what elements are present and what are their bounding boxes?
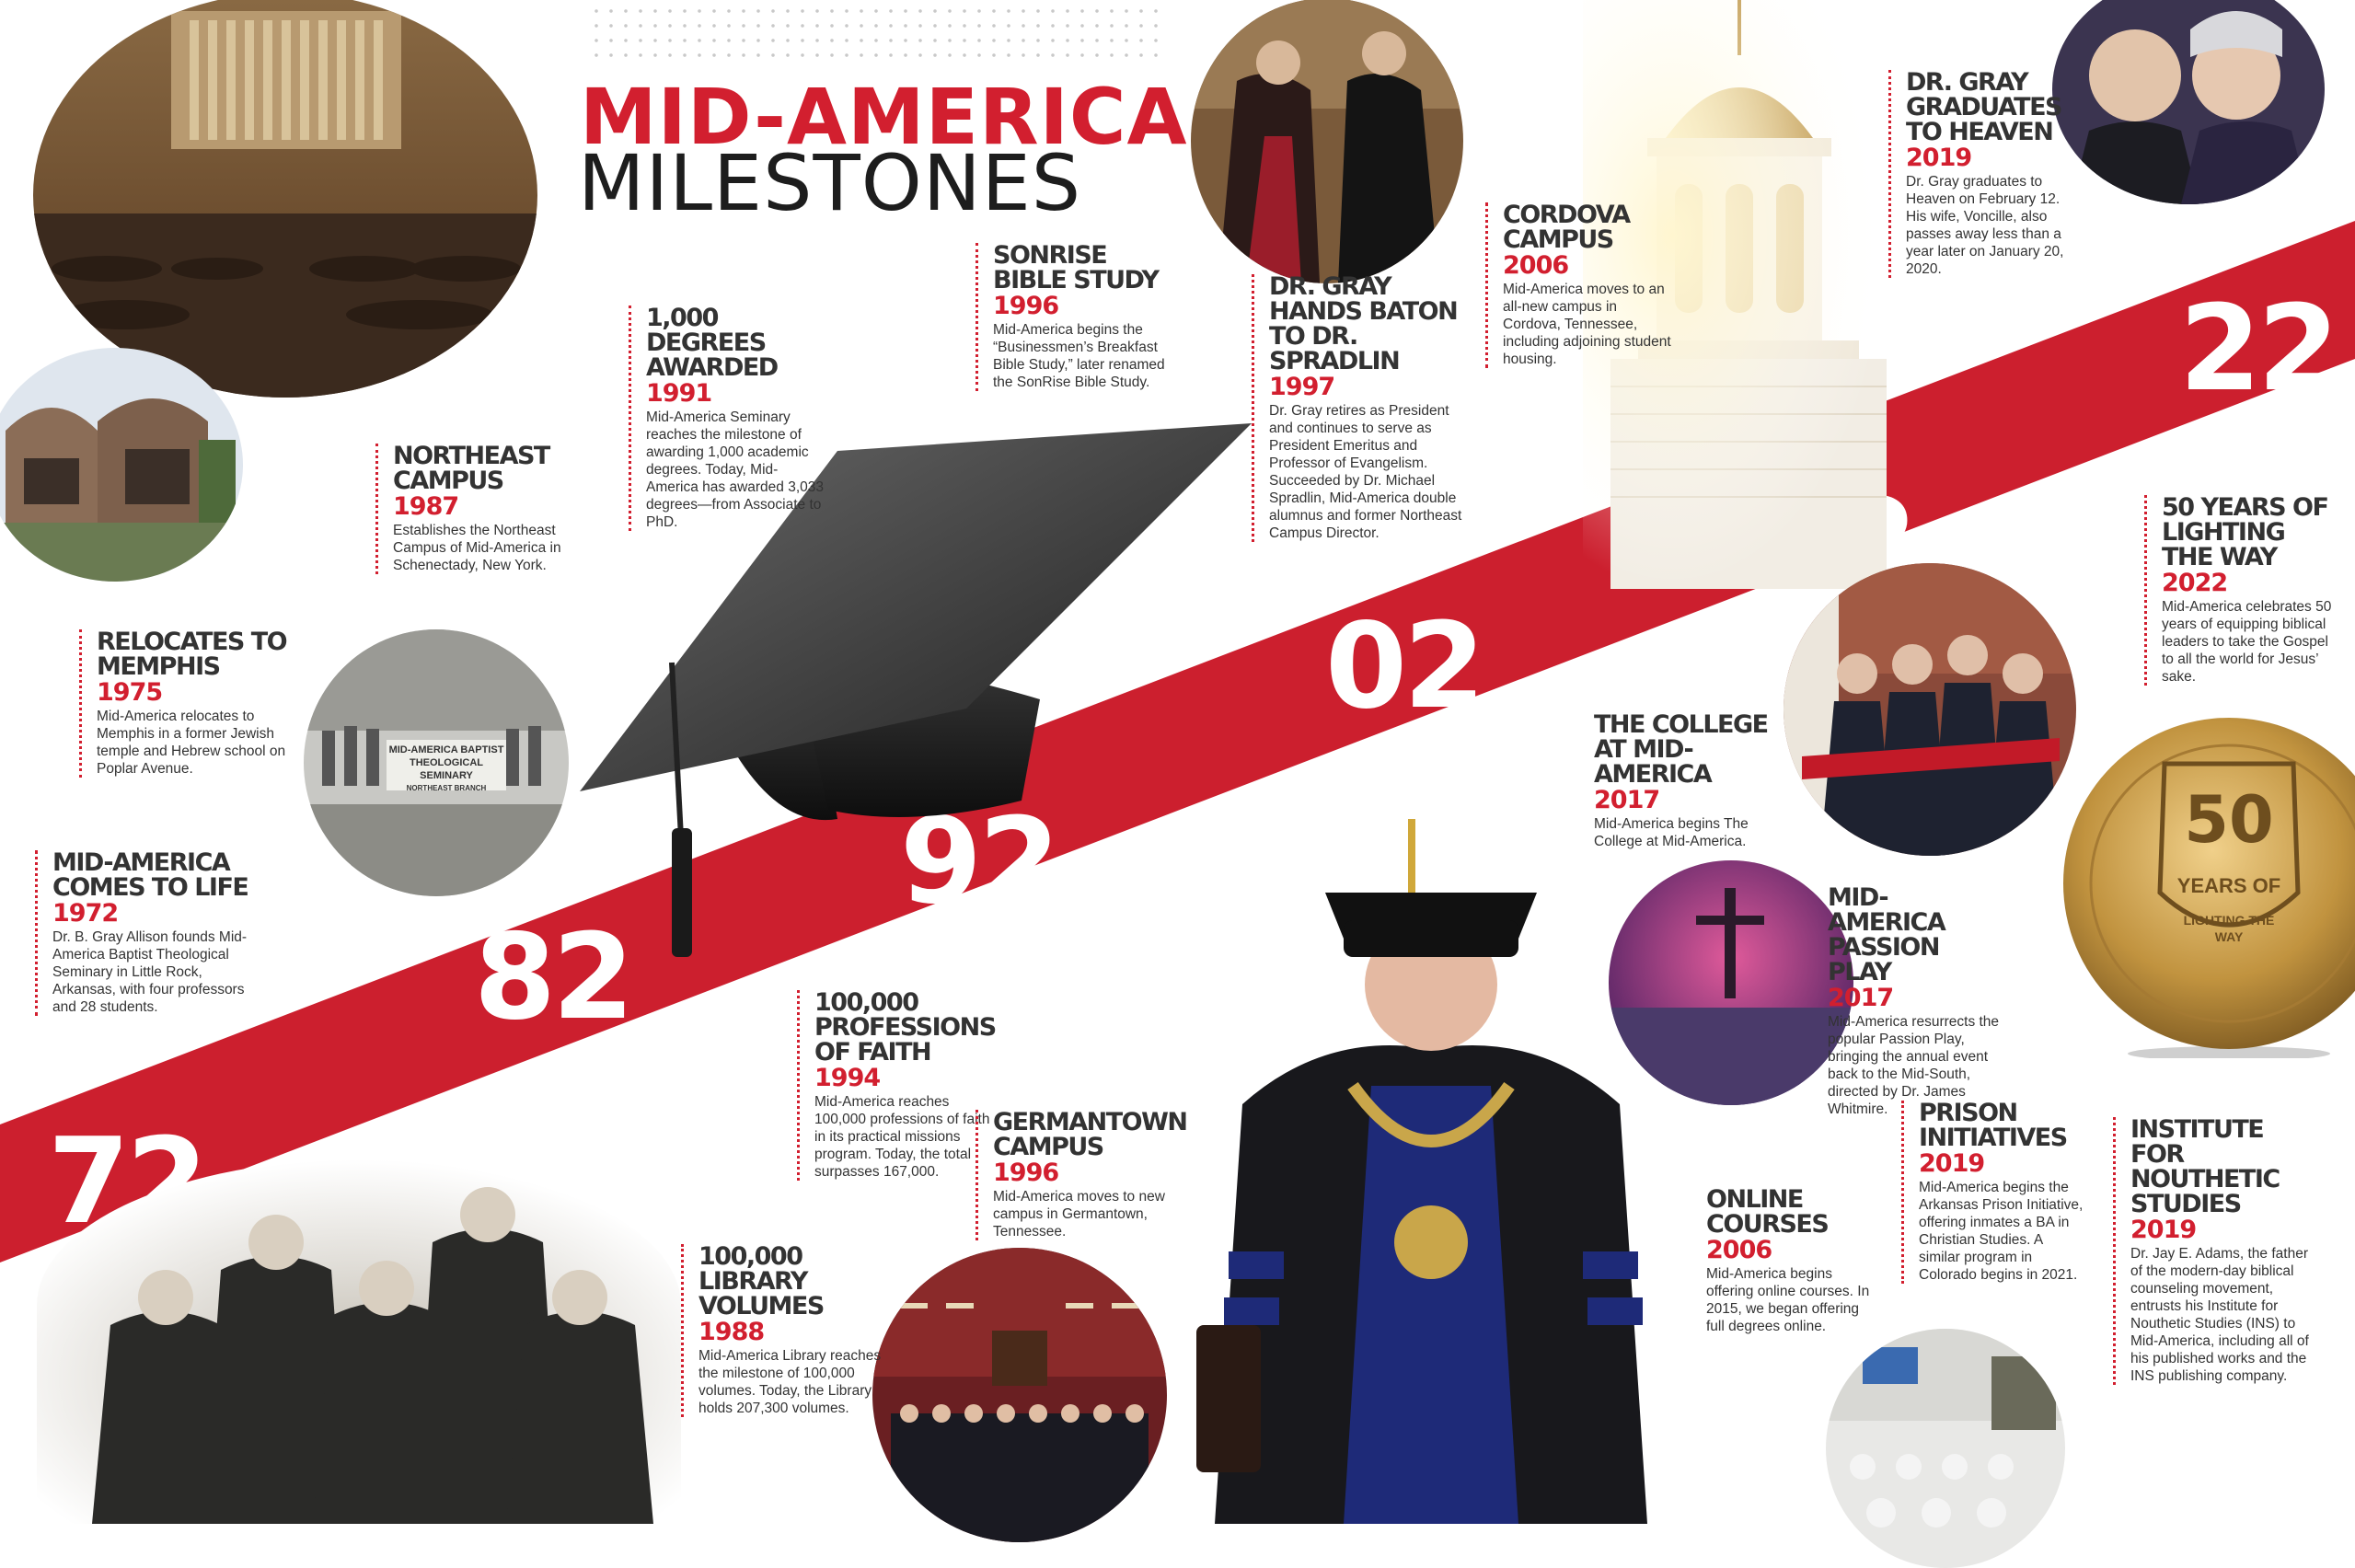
ribbon-year-82: 82 [474, 909, 634, 1046]
milestone-text: Dr. B. Gray Allison founds Mid-America B… [52, 929, 248, 1015]
sign-line1: MID-AMERICA BAPTIST [388, 744, 504, 755]
milestone-text: Dr. Gray retires as President and contin… [1269, 403, 1462, 541]
germantown-chapel-photo [872, 1248, 1167, 1542]
milestone-year: 1997 [1269, 373, 1335, 401]
milestone-text: Mid-America begins The College at Mid-Am… [1594, 816, 1749, 849]
milestone-heading: 100,000 PROFESSIONS OF FAITH [814, 988, 997, 1066]
prison-classroom-photo [1826, 1329, 2065, 1568]
title-dot-pattern [589, 4, 1160, 66]
milestone-text: Mid-America begins offering online cours… [1706, 1266, 1870, 1334]
milestone-heading: THE COLLEGE AT MID-AMERICA [1594, 710, 1769, 789]
milestone-2006-cordova: CORDOVA CAMPUS 2006 Mid-America moves to… [1485, 202, 1678, 368]
milestone-heading: 1,000 DEGREES AWARDED [646, 304, 779, 382]
milestone-text: Mid-America relocates to Memphis in a fo… [97, 709, 286, 777]
medal-line3: WAY [2214, 929, 2244, 944]
milestone-text: Mid-America moves to an all-new campus i… [1503, 282, 1671, 367]
ribbon-year-22: 22 [2179, 281, 2339, 418]
milestone-text: Dr. Gray graduates to Heaven on February… [1906, 174, 2064, 277]
milestone-text: Mid-America celebrates 50 years of equip… [2162, 599, 2332, 685]
milestone-heading: NORTHEAST CAMPUS [393, 442, 550, 495]
milestone-year: 1972 [52, 899, 119, 928]
milestone-text: Mid-America Seminary reaches the milesto… [646, 409, 825, 530]
milestone-heading: MID-AMERICA COMES TO LIFE [52, 848, 249, 902]
milestone-year: 2022 [2162, 569, 2228, 597]
ribbon-year-02: 02 [1325, 598, 1485, 735]
milestone-heading: 100,000 LIBRARY VOLUMES [698, 1242, 825, 1320]
milestone-heading: DR. GRAY GRADUATES TO HEAVEN [1906, 68, 2062, 146]
milestone-heading: INSTITUTE FOR NOUTHETIC STUDIES [2130, 1115, 2280, 1218]
milestone-1987: NORTHEAST CAMPUS 1987 Establishes the No… [375, 444, 577, 574]
milestone-year: 2019 [1919, 1149, 1985, 1178]
milestone-year: 1996 [993, 292, 1059, 320]
milestone-year: 1987 [393, 492, 459, 521]
milestone-heading: DR. GRAY HANDS BATON TO DR. SPRADLIN [1269, 272, 1459, 375]
milestone-year: 1994 [814, 1064, 881, 1092]
milestone-1994: 100,000 PROFESSIONS OF FAITH 1994 Mid-Am… [797, 990, 999, 1181]
milestone-heading: GERMANTOWN CAMPUS [993, 1108, 1188, 1161]
milestone-2017-college: THE COLLEGE AT MID-AMERICA 2017 Mid-Amer… [1594, 712, 1787, 850]
ribbon-cutting-photo [1784, 563, 2076, 856]
milestone-2019-prison: PRISON INITIATIVES 2019 Mid-America begi… [1901, 1101, 2084, 1284]
milestone-text: Mid-America reaches 100,000 professions … [814, 1094, 990, 1180]
milestone-1997: DR. GRAY HANDS BATON TO DR. SPRADLIN 199… [1252, 274, 1473, 542]
milestone-1988: 100,000 LIBRARY VOLUMES 1988 Mid-America… [681, 1244, 901, 1417]
president-regalia-photo [1187, 810, 1675, 1524]
milestone-text: Mid-America begins the Arkansas Prison I… [1919, 1180, 2084, 1283]
cupola-tower-photo [1583, 0, 1942, 589]
milestone-year: 2006 [1706, 1236, 1772, 1264]
milestone-heading: CORDOVA CAMPUS [1503, 201, 1631, 254]
milestone-heading: ONLINE COURSES [1706, 1185, 1830, 1239]
milestone-text: Mid-America moves to new campus in Germa… [993, 1189, 1165, 1239]
passion-play-photo [1609, 860, 1853, 1105]
milestone-1991: 1,000 DEGREES AWARDED 1991 Mid-America S… [629, 306, 830, 531]
graduation-cap-icon [580, 405, 1261, 975]
northeast-sign-photo: MID-AMERICA BAPTIST THEOLOGICAL SEMINARY… [304, 629, 569, 896]
milestone-text: Dr. Jay E. Adams, the father of the mode… [2130, 1246, 2309, 1384]
milestone-year: 2017 [1594, 786, 1660, 814]
sanctuary-photo [33, 0, 537, 398]
page-title-line1: MID-AMERICA [580, 72, 1188, 162]
founders-photo [37, 1159, 681, 1524]
baton-handshake-photo [1191, 0, 1463, 283]
milestone-text: Establishes the Northeast Campus of Mid-… [393, 523, 561, 573]
sign-line3: NORTHEAST BRANCH [406, 784, 487, 792]
medal-number: 50 [2184, 782, 2274, 858]
milestone-1996-germantown: GERMANTOWN CAMPUS 1996 Mid-America moves… [975, 1108, 1188, 1240]
milestone-2019-dr-gray: DR. GRAY GRADUATES TO HEAVEN 2019 Dr. Gr… [1888, 70, 2072, 278]
milestone-year: 2017 [1828, 984, 1894, 1012]
milestone-year: 2019 [2130, 1216, 2197, 1244]
milestone-year: 1975 [97, 678, 163, 707]
milestone-year: 1988 [698, 1318, 765, 1346]
milestone-year: 2006 [1503, 251, 1569, 280]
milestone-1972: MID-AMERICA COMES TO LIFE 1972 Dr. B. Gr… [35, 850, 264, 1016]
milestone-text: Mid-America begins the “Businessmen’s Br… [993, 322, 1165, 390]
page-title-line2: MILESTONES [578, 138, 1082, 228]
milestone-text: Mid-America resurrects the popular Passi… [1828, 1014, 2000, 1117]
milestone-year: 1991 [646, 379, 712, 408]
milestone-2022: 50 YEARS OF LIGHTING THE WAY 2022 Mid-Am… [2144, 495, 2342, 686]
milestone-1996-sonrise: SONRISE BIBLE STUDY 1996 Mid-America beg… [975, 243, 1177, 391]
milestone-heading: MID-AMERICA PASSION PLAY [1828, 883, 1946, 986]
sign-line2: THEOLOGICAL SEMINARY [409, 757, 484, 781]
milestone-heading: 50 YEARS OF LIGHTING THE WAY [2162, 493, 2329, 571]
milestone-year: 2019 [1906, 144, 1972, 172]
milestone-2017-passion-play: MID-AMERICA PASSION PLAY 2017 Mid-Americ… [1828, 885, 2003, 1118]
milestone-heading: SONRISE BIBLE STUDY [993, 241, 1160, 294]
fifty-years-medal-icon: 50 YEARS OF LIGHTING THE WAY [2063, 709, 2355, 1061]
milestone-2006-online: ONLINE COURSES 2006 Mid-America begins o… [1706, 1187, 1881, 1335]
milestone-1975: RELOCATES TO MEMPHIS 1975 Mid-America re… [79, 629, 290, 778]
medal-line2: LIGHTING THE [2183, 913, 2275, 928]
milestone-heading: PRISON INITIATIVES [1919, 1099, 2068, 1152]
milestone-year: 1996 [993, 1159, 1059, 1187]
milestone-heading: RELOCATES TO MEMPHIS [97, 628, 288, 681]
milestone-text: Mid-America Library reaches the mileston… [698, 1348, 882, 1416]
milestone-2019-nouthetic: INSTITUTE FOR NOUTHETIC STUDIES 2019 Dr.… [2113, 1117, 2315, 1385]
medal-line1: YEARS OF [2176, 874, 2281, 897]
